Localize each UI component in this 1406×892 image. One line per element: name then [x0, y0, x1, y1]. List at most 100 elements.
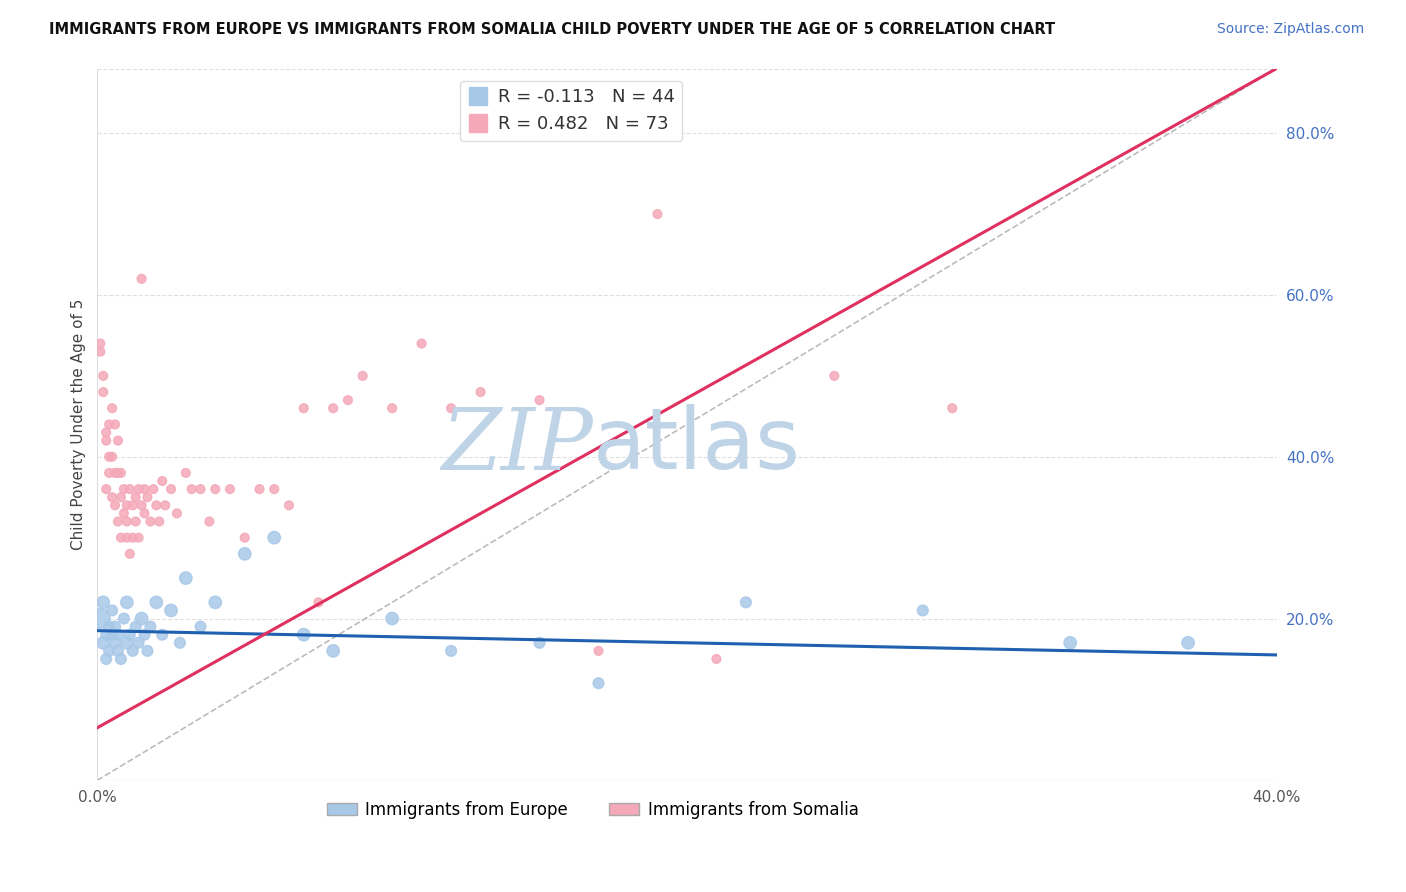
Point [136, 644, 159, 658]
Point [190, 482, 212, 496]
Point [145, 595, 167, 609]
Point [91, 368, 114, 383]
Point [166, 507, 188, 521]
Point [118, 628, 141, 642]
Point [381, 401, 404, 416]
Y-axis label: Child Poverty Under the Age of 5: Child Poverty Under the Age of 5 [72, 299, 86, 550]
Point [98, 450, 121, 464]
Point [89, 336, 111, 351]
Point [322, 401, 344, 416]
Point [169, 636, 191, 650]
Point [89, 344, 111, 359]
Point [121, 498, 143, 512]
Point [115, 636, 138, 650]
Point [91, 595, 114, 609]
Point [735, 595, 758, 609]
Point [204, 595, 226, 609]
Point [98, 644, 121, 658]
Point [104, 498, 127, 512]
Point [136, 490, 159, 504]
Point [134, 482, 156, 496]
Point [107, 515, 129, 529]
Point [150, 474, 173, 488]
Point [101, 490, 124, 504]
Point [121, 644, 143, 658]
Point [124, 619, 146, 633]
Point [128, 482, 150, 496]
Point [96, 652, 118, 666]
Point [107, 466, 129, 480]
Point [278, 498, 301, 512]
Point [150, 628, 173, 642]
Point [131, 498, 153, 512]
Point [263, 482, 285, 496]
Point [131, 611, 153, 625]
Point [322, 644, 344, 658]
Point [98, 417, 121, 432]
Point [107, 644, 129, 658]
Point [219, 482, 242, 496]
Point [110, 652, 132, 666]
Point [110, 531, 132, 545]
Point [941, 401, 963, 416]
Point [1177, 636, 1199, 650]
Point [112, 507, 135, 521]
Point [647, 207, 669, 221]
Point [115, 595, 138, 609]
Point [411, 336, 433, 351]
Legend: Immigrants from Europe, Immigrants from Somalia: Immigrants from Europe, Immigrants from … [321, 794, 865, 825]
Point [911, 603, 934, 617]
Point [96, 425, 118, 440]
Point [180, 482, 202, 496]
Point [118, 482, 141, 496]
Point [134, 628, 156, 642]
Point [139, 515, 162, 529]
Point [107, 434, 129, 448]
Text: Source: ZipAtlas.com: Source: ZipAtlas.com [1216, 22, 1364, 37]
Text: ZIP: ZIP [440, 404, 592, 487]
Point [440, 401, 463, 416]
Point [112, 482, 135, 496]
Point [706, 652, 728, 666]
Point [89, 611, 111, 625]
Point [823, 368, 845, 383]
Point [110, 466, 132, 480]
Point [153, 498, 176, 512]
Point [160, 603, 183, 617]
Point [98, 619, 121, 633]
Point [352, 368, 374, 383]
Point [104, 466, 127, 480]
Point [115, 515, 138, 529]
Point [139, 619, 162, 633]
Point [134, 507, 156, 521]
Point [104, 636, 127, 650]
Point [588, 676, 610, 690]
Point [1059, 636, 1081, 650]
Point [101, 450, 124, 464]
Text: atlas: atlas [592, 404, 800, 487]
Point [112, 611, 135, 625]
Point [529, 636, 551, 650]
Point [263, 531, 285, 545]
Point [174, 571, 197, 585]
Point [198, 515, 221, 529]
Point [115, 498, 138, 512]
Point [121, 531, 143, 545]
Point [91, 385, 114, 400]
Point [115, 531, 138, 545]
Point [118, 547, 141, 561]
Point [292, 628, 315, 642]
Text: IMMIGRANTS FROM EUROPE VS IMMIGRANTS FROM SOMALIA CHILD POVERTY UNDER THE AGE OF: IMMIGRANTS FROM EUROPE VS IMMIGRANTS FRO… [49, 22, 1056, 37]
Point [160, 482, 183, 496]
Point [104, 619, 127, 633]
Point [91, 636, 114, 650]
Point [292, 401, 315, 416]
Point [174, 466, 197, 480]
Point [107, 628, 129, 642]
Point [307, 595, 329, 609]
Point [336, 393, 359, 408]
Point [204, 482, 226, 496]
Point [470, 385, 492, 400]
Point [233, 547, 256, 561]
Point [233, 531, 256, 545]
